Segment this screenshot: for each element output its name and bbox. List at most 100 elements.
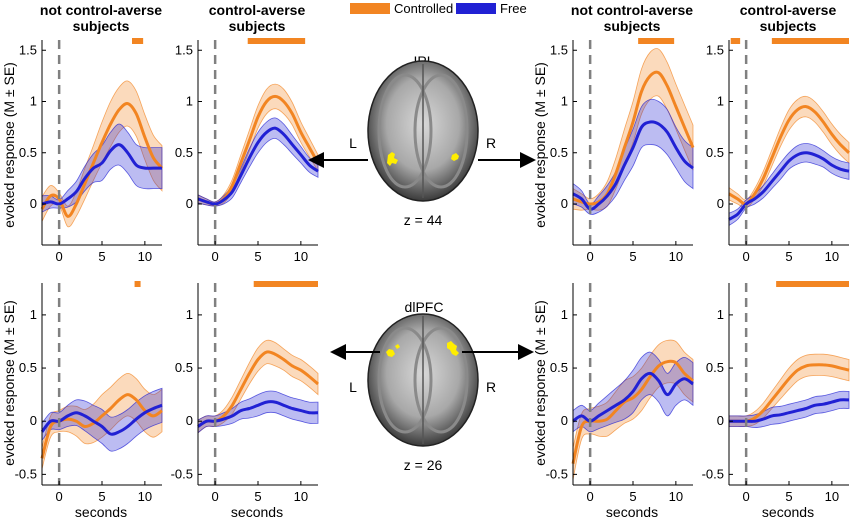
x-tick-label: 5 [629, 489, 636, 504]
y-tick-label: 0 [30, 413, 37, 428]
column-title-2-line-2: subjects [229, 18, 286, 34]
chart-panel-5: -0.500.510 5 10 [15, 281, 163, 504]
chart-panel-2: 0 0.5 1 1.5 0 5 10 [175, 38, 320, 264]
significance-bar-2 [771, 38, 849, 44]
x-tick-label: 0 [212, 489, 219, 504]
x-tick-label: 0 [587, 489, 594, 504]
xlabel-col2: seconds [231, 504, 283, 520]
brain-right-label-bottom: R [486, 379, 496, 395]
y-tick-label: 1 [186, 94, 193, 109]
legend: Controlled Free [350, 1, 527, 16]
series-line-free [41, 143, 162, 206]
y-tick-label: 1 [186, 307, 193, 322]
se-band-controlled [728, 353, 850, 428]
x-tick-label: 5 [98, 249, 105, 264]
xlabel-col4: seconds [762, 504, 814, 520]
y-tick-label: 1.5 [175, 42, 193, 57]
chart-panel-7: -0.500.510 5 10 [546, 283, 694, 504]
column-title-4-line-2: subjects [760, 18, 817, 34]
brain-z-top: z = 44 [404, 212, 443, 228]
significance-bar-1 [730, 38, 741, 44]
brain-left-hemisphere-bottom [377, 326, 433, 434]
y-tick-label: 1 [561, 94, 568, 109]
y-tick-label: 0.5 [19, 360, 37, 375]
column-title-2-line-1: control-averse [209, 2, 306, 18]
x-tick-label: 0 [587, 249, 594, 264]
y-tick-label: 1 [717, 94, 724, 109]
y-tick-label: 0.5 [175, 145, 193, 160]
x-tick-label: 10 [294, 489, 308, 504]
series-line-free [572, 120, 694, 211]
legend-swatch-free [456, 3, 496, 14]
significance-bar-1 [776, 281, 849, 287]
y-tick-label: 1 [30, 307, 37, 322]
x-tick-label: 10 [669, 249, 683, 264]
se-band-free [197, 390, 319, 434]
y-tick-label: 0 [717, 196, 724, 211]
y-tick-label: 0 [717, 413, 724, 428]
brain-z-bottom: z = 26 [404, 457, 443, 473]
y-tick-label: -0.5 [546, 466, 568, 481]
chart-panel-3: 0 0.5 1 1.5 0 5 10 [550, 38, 695, 264]
ylabel-row2-left: evoked response (M ± SE) [1, 300, 17, 466]
y-tick-label: 0 [186, 413, 193, 428]
activation-blob-right-top [451, 153, 459, 161]
y-tick-label: 0 [561, 413, 568, 428]
x-tick-label: 0 [56, 249, 63, 264]
se-band-free [728, 390, 850, 429]
y-tick-label: 1 [717, 307, 724, 322]
x-tick-label: 10 [294, 249, 308, 264]
legend-label-free: Free [500, 1, 527, 16]
x-tick-label: 0 [743, 489, 750, 504]
x-tick-label: 5 [785, 249, 792, 264]
brain-right-hemisphere-bottom [413, 326, 469, 434]
brain-map-top: IPL L R z = 44 [308, 53, 536, 228]
y-tick-label: 0.5 [175, 360, 193, 375]
x-tick-label: 0 [56, 489, 63, 504]
ylabel-row1-right: evoked response (M ± SE) [532, 62, 548, 228]
column-title-3-line-2: subjects [604, 18, 661, 34]
brain-left-label-bottom: L [349, 379, 357, 395]
column-title-1-line-1: not control-averse [40, 2, 162, 18]
series-line-free [197, 126, 319, 206]
y-tick-label: 0 [561, 196, 568, 211]
x-tick-label: 10 [825, 489, 839, 504]
y-tick-label: 1 [561, 307, 568, 322]
significance-bar-1 [134, 281, 141, 287]
se-band-free [41, 387, 163, 452]
x-tick-label: 5 [98, 489, 105, 504]
series-line-free [40, 403, 163, 436]
brain-right-hemisphere-top [413, 73, 469, 189]
y-tick-label: 0.5 [706, 145, 724, 160]
column-title-3-line-1: not control-averse [571, 2, 693, 18]
column-title-1-line-2: subjects [73, 18, 130, 34]
series-line-free [729, 398, 850, 423]
x-tick-label: 5 [254, 249, 261, 264]
y-tick-label: 1 [30, 94, 37, 109]
y-tick-label: -0.5 [171, 466, 193, 481]
y-tick-label: -0.5 [702, 466, 724, 481]
chart-panel-4: 0 0.5 1 1.5 0 5 10 [706, 38, 850, 264]
chart-panel-8: -0.500.510 5 10 [702, 281, 850, 504]
significance-bar-1 [253, 281, 318, 287]
x-tick-label: 5 [785, 489, 792, 504]
column-title-4-line-1: control-averse [740, 2, 837, 18]
series-line-free [572, 371, 694, 423]
significance-bar-1 [247, 38, 306, 44]
y-tick-label: 0 [30, 196, 37, 211]
series-line-free [197, 400, 319, 428]
ylabel-row2-right: evoked response (M ± SE) [532, 300, 548, 466]
significance-bar-1 [132, 38, 144, 44]
y-tick-label: 0.5 [550, 360, 568, 375]
y-tick-label: 1.5 [19, 42, 37, 57]
activation-blob-left-top [387, 152, 398, 166]
legend-swatch-controlled [350, 3, 390, 14]
brain-left-hemisphere-top [377, 73, 433, 189]
x-tick-label: 10 [669, 489, 683, 504]
y-tick-label: 0.5 [19, 145, 37, 160]
brain-left-label-top: L [349, 135, 357, 151]
y-tick-label: 1.5 [550, 42, 568, 57]
se-band-controlled [41, 80, 163, 228]
